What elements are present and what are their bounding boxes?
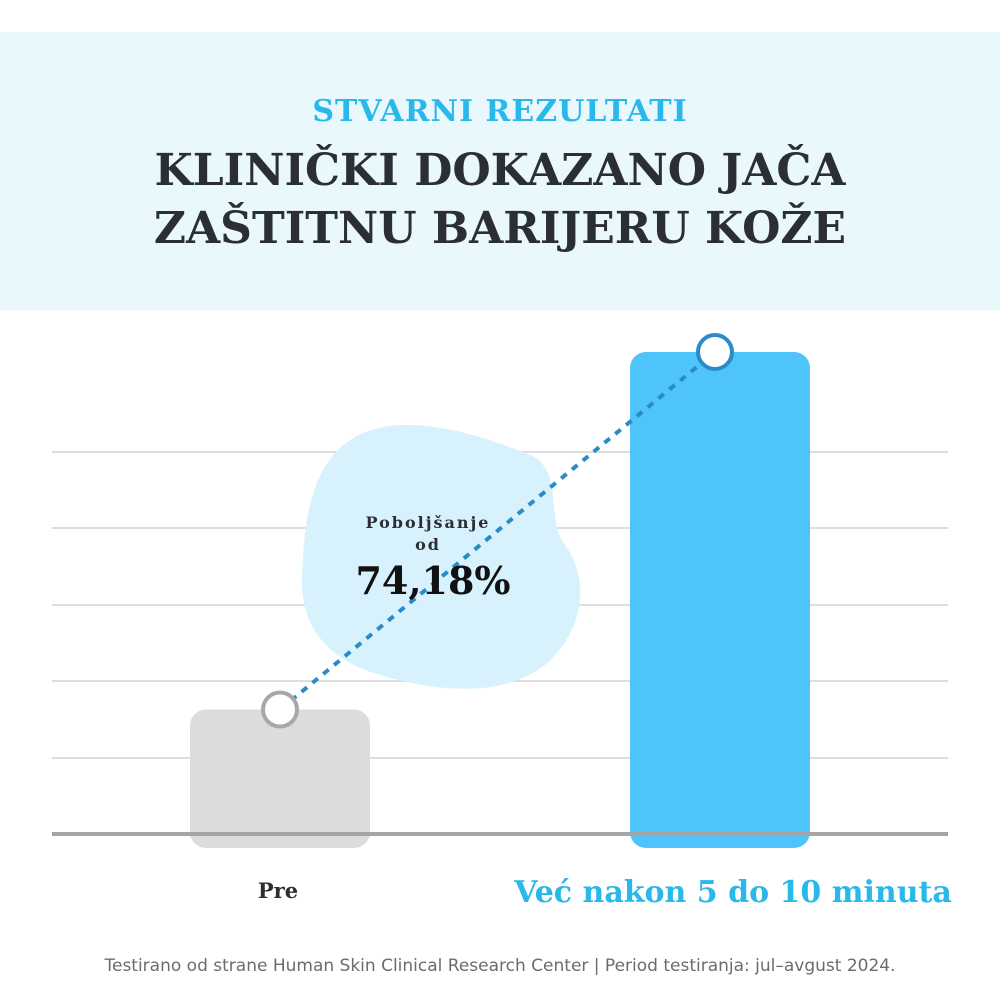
chart-title: KLINIČKI DOKAZANO JAČA ZAŠTITNU BARIJERU… [153,145,847,254]
annotation-label-line-2: od [415,535,441,554]
trend-connector [261,333,734,729]
chart-subtitle: STVARNI REZULTATI [312,94,688,129]
bar-before [190,709,370,848]
category-label-after: Već nakon 5 do 10 minuta [513,875,952,910]
improvement-bubble [301,424,581,689]
annotation-label-line-1: Poboljšanje [366,513,491,532]
marker-after [696,333,734,371]
bar-after [630,352,810,848]
marker-before [261,690,299,729]
annotation-value: 74,18% [355,558,510,603]
footnote: Testirano od strane Human Skin Clinical … [104,956,896,976]
header-banner: STVARNI REZULTATI KLINIČKI DOKAZANO JAČA… [0,32,1000,310]
bars [190,352,810,848]
connector-line [278,350,717,712]
category-label-before: Pre [258,878,298,903]
